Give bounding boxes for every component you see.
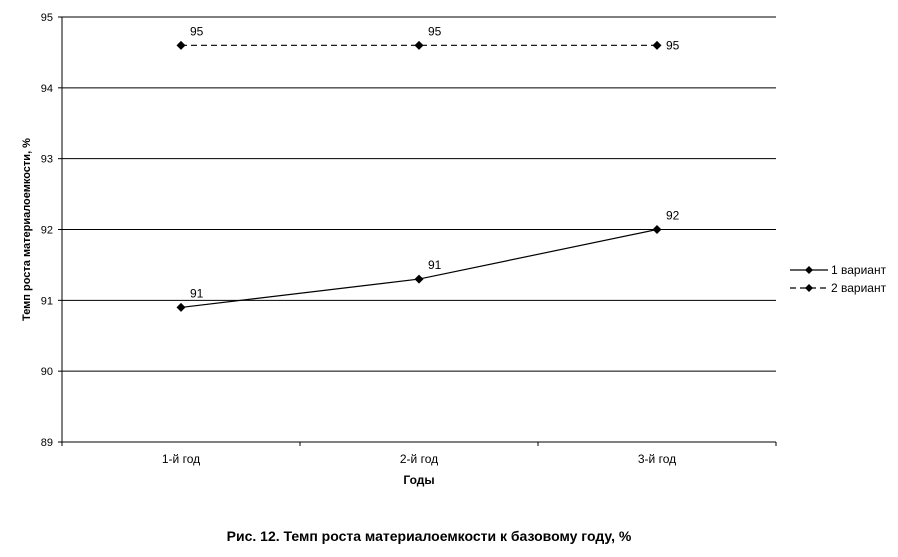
data-point <box>414 40 424 50</box>
data-label: 91 <box>428 258 442 272</box>
x-tick-label: 3-й год <box>638 452 676 466</box>
y-tick-label: 91 <box>41 295 53 307</box>
data-label: 91 <box>190 286 204 300</box>
series-2: 95 95 95 <box>176 24 680 52</box>
data-label: 92 <box>666 209 680 223</box>
data-point <box>176 40 186 50</box>
legend-marker <box>805 284 813 292</box>
legend-entry: 2 вариант <box>790 281 887 295</box>
data-point <box>652 40 662 50</box>
data-point <box>652 225 662 234</box>
y-tick-label: 93 <box>41 154 53 166</box>
legend-entry: 1 вариант <box>790 263 887 277</box>
data-point <box>176 302 186 312</box>
x-tick-label: 1-й год <box>162 452 200 466</box>
legend: 1 вариант 2 вариант <box>790 263 887 295</box>
data-label: 95 <box>428 24 442 38</box>
y-tick-label: 92 <box>41 225 53 237</box>
y-tick-label: 94 <box>41 83 53 95</box>
y-tick-label: 95 <box>41 12 53 24</box>
x-axis-ticks: 1-й год 2-й год 3-й год <box>61 442 777 466</box>
gridlines <box>62 16 776 372</box>
data-point <box>414 274 424 284</box>
x-axis-label: Годы <box>403 473 434 487</box>
series-group: 91 91 92 95 95 95 <box>176 24 680 312</box>
y-tick-label: 89 <box>41 437 53 449</box>
legend-marker <box>805 266 813 274</box>
x-tick-label: 2-й год <box>400 452 438 466</box>
series-1: 91 91 92 <box>176 209 680 312</box>
data-label: 95 <box>666 38 680 52</box>
series-line <box>180 228 658 309</box>
legend-label: 1 вариант <box>831 263 887 277</box>
figure-caption: Рис. 12. Темп роста материалоемкости к б… <box>226 528 632 544</box>
y-axis-ticks: 89 90 91 92 93 94 95 <box>41 12 62 449</box>
y-tick-label: 90 <box>41 366 53 378</box>
legend-label: 2 вариант <box>831 281 887 295</box>
y-axis-label: Темп роста материалоемкости, % <box>21 138 33 321</box>
data-label: 95 <box>190 24 204 38</box>
